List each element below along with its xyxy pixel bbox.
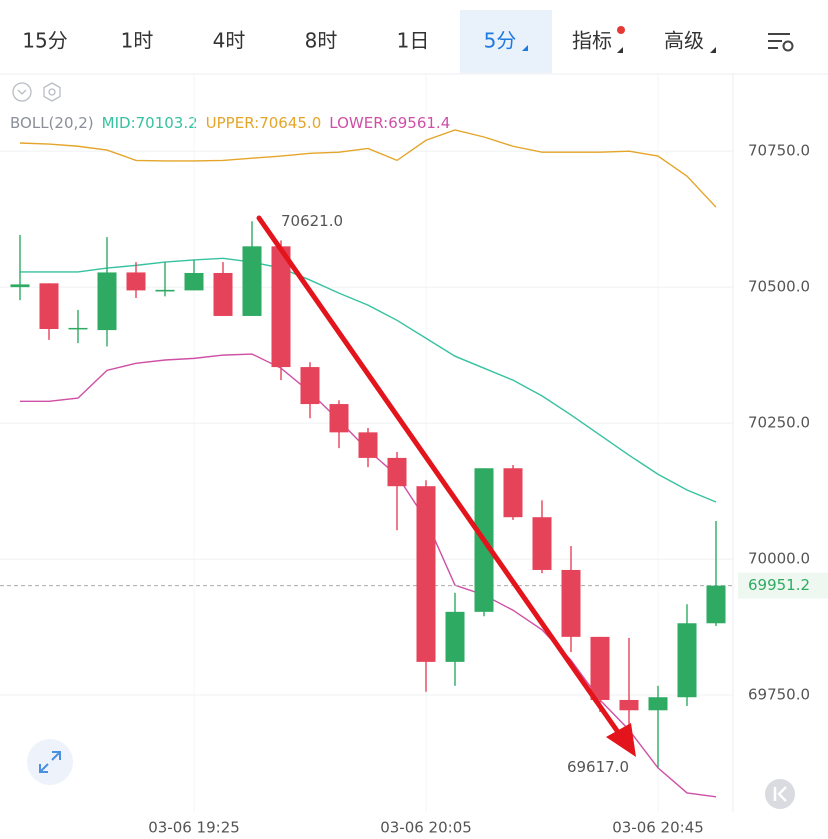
candle-body xyxy=(561,569,581,637)
candle-body xyxy=(126,272,146,291)
legend-item: LOWER:69561.4 xyxy=(329,114,450,132)
candle-body xyxy=(416,486,436,662)
y-tick-label: 69750.0 xyxy=(748,686,810,704)
candle-body xyxy=(184,272,204,291)
tab[interactable]: 指标 xyxy=(572,29,612,53)
tab[interactable]: 4时 xyxy=(213,29,246,53)
candle-body xyxy=(39,283,59,330)
candle-body xyxy=(10,284,30,288)
last-price-box xyxy=(738,572,828,599)
boll-line xyxy=(19,129,717,208)
candle-body xyxy=(155,289,175,292)
trend-arrow xyxy=(256,215,636,757)
settings-icon[interactable] xyxy=(768,33,794,52)
candle-body xyxy=(677,623,697,698)
x-tick-label: 03-06 20:45 xyxy=(612,819,704,837)
scroll-latest-button[interactable] xyxy=(765,779,795,809)
high-label: 70621.0 xyxy=(281,212,343,230)
dropdown-caret xyxy=(710,47,716,53)
dropdown-caret xyxy=(522,45,528,51)
legend-item: BOLL(20,2) xyxy=(10,114,94,132)
candle-body xyxy=(242,246,262,316)
y-tick-label: 70000.0 xyxy=(748,550,810,568)
candle-body xyxy=(300,367,320,405)
tab[interactable]: 8时 xyxy=(305,29,338,53)
candle-body xyxy=(68,327,88,330)
tab[interactable]: 5分 xyxy=(484,29,517,53)
dropdown-caret xyxy=(617,47,623,53)
y-tick-label: 70250.0 xyxy=(748,414,810,432)
candle-body xyxy=(648,697,668,711)
last-price-label: 69951.2 xyxy=(748,576,810,594)
candle-body xyxy=(532,517,552,570)
y-tick-label: 70500.0 xyxy=(748,278,810,296)
candle-body xyxy=(358,432,378,458)
candle-body xyxy=(213,272,233,316)
tab[interactable]: 1日 xyxy=(397,29,430,53)
indicator-legend: BOLL(20,2) MID:70103.2 UPPER:70645.0 LOWER:… xyxy=(10,114,450,132)
tab[interactable]: 1时 xyxy=(121,29,154,53)
x-tick-label: 03-06 19:25 xyxy=(148,819,240,837)
active-tab-bg xyxy=(460,10,552,73)
tab[interactable]: 高级 xyxy=(664,29,704,53)
low-label: 69617.0 xyxy=(567,758,629,776)
legend-item: MID:70103.2 xyxy=(102,114,198,132)
x-tick-label: 03-06 20:05 xyxy=(380,819,472,837)
candle-body xyxy=(503,468,523,518)
tab[interactable]: 15分 xyxy=(22,29,67,53)
legend-item: UPPER:70645.0 xyxy=(206,114,322,132)
candle-body xyxy=(445,611,465,662)
candle-body xyxy=(271,246,291,368)
candle-body xyxy=(619,699,639,711)
indicator-toggle[interactable] xyxy=(12,82,61,102)
candle-body xyxy=(590,636,610,700)
expand-button[interactable] xyxy=(27,739,73,785)
notice-dot xyxy=(617,26,625,34)
candle-body xyxy=(706,585,726,624)
candle-body xyxy=(329,404,349,433)
y-tick-label: 70750.0 xyxy=(748,142,810,160)
candle-body xyxy=(387,457,407,487)
candle-body xyxy=(97,272,117,331)
